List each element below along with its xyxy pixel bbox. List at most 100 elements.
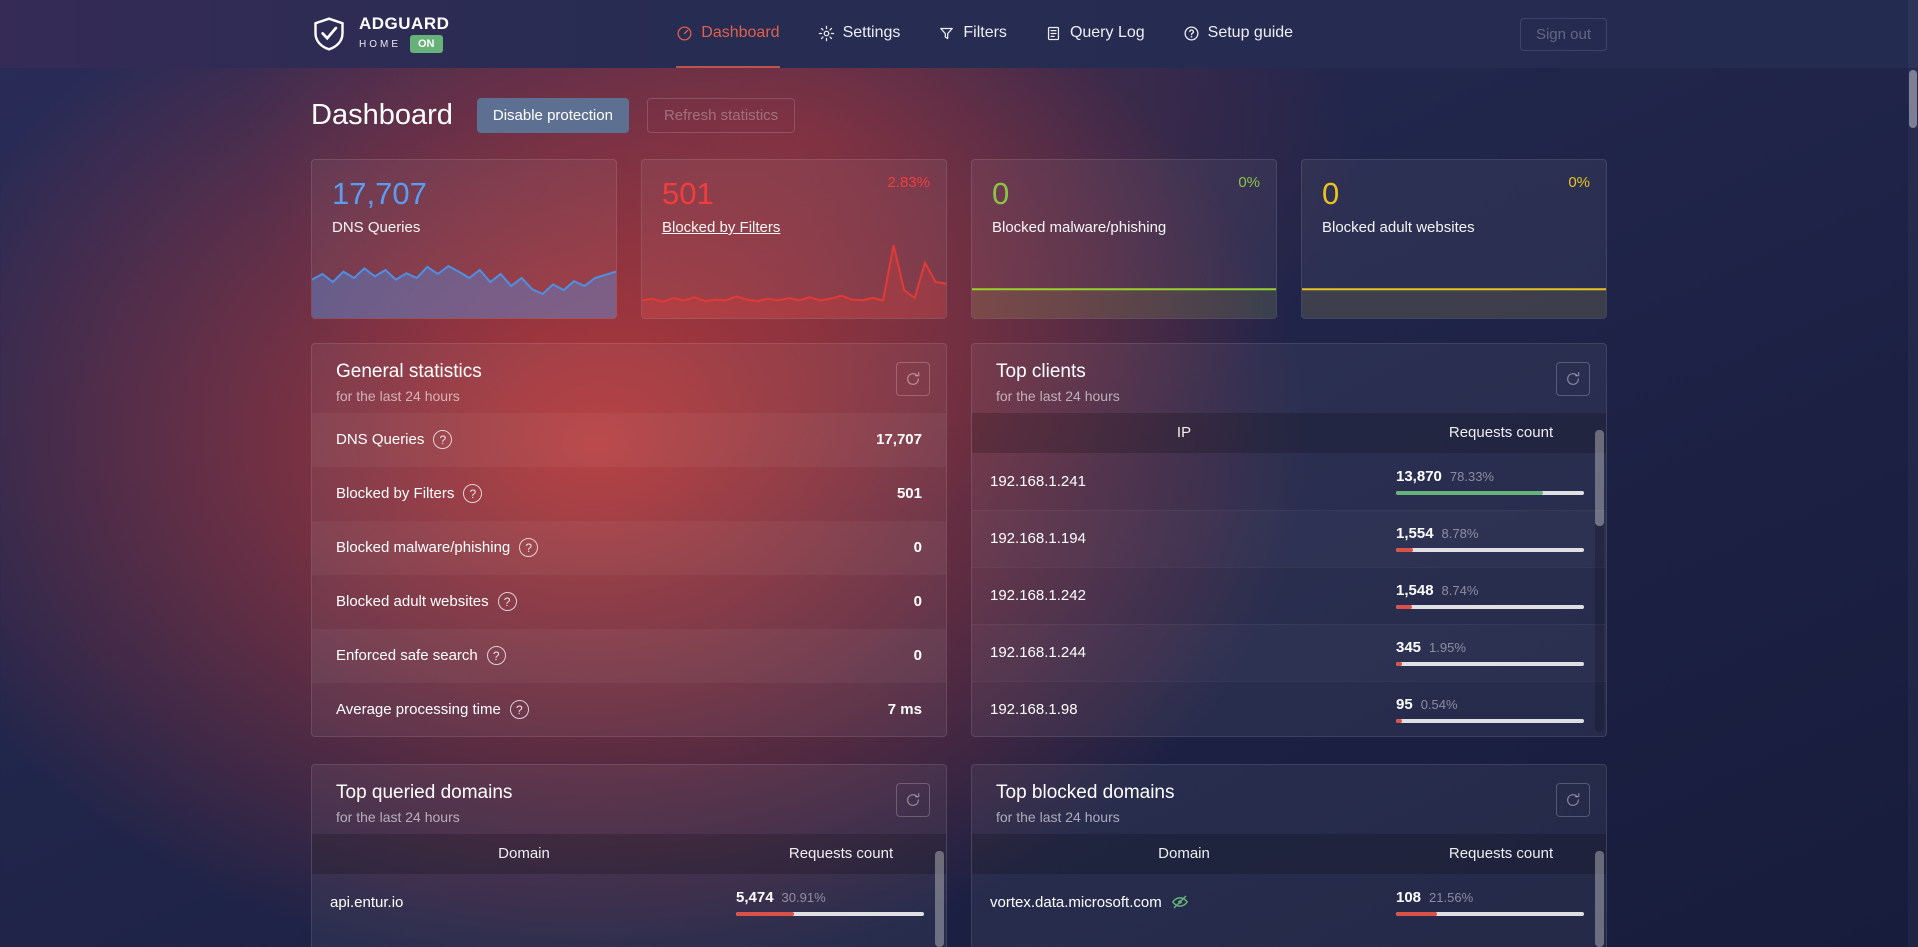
progress-bar [1396,662,1584,667]
column-header-requests-count: Requests count [788,845,894,863]
sparkline-line [642,245,946,302]
card-scrollbar[interactable] [1595,851,1604,947]
nav-setup-guide[interactable]: Setup guide [1183,0,1293,68]
requests-count-cell: 345 1.95% [1396,639,1606,667]
table-header: IP Requests count [972,412,1606,453]
brand: ADGUARD HOME ON [311,13,450,54]
refresh-icon [905,792,921,808]
request-count: 108 [1396,888,1422,906]
request-percent: 30.91% [781,889,826,905]
stat-row-label: Average processing time? [336,700,529,720]
page-scrollbar-thumb[interactable] [1909,70,1917,128]
settings-gear-icon [818,25,835,42]
column-header-ip: IP [1176,424,1192,442]
refresh-icon [1565,792,1581,808]
disable-protection-button[interactable]: Disable protection [476,98,629,133]
general-statistics-rows: DNS Queries? 17,707 Blocked by Filters? 501… [312,412,946,736]
requests-count-cell: 1,554 8.78% [1396,525,1606,553]
card-scrollbar[interactable] [935,851,944,947]
help-icon[interactable]: ? [519,538,539,558]
sparkline-fill [972,289,1276,318]
brand-text: ADGUARD HOME ON [359,13,450,54]
refresh-icon [1565,371,1581,387]
refresh-card-button[interactable] [1556,362,1590,396]
help-icon[interactable]: ? [486,646,506,666]
stat-row-label: Enforced safe search? [336,646,506,666]
column-header-requests-count: Requests count [1448,424,1554,442]
protection-status-badge: ON [410,35,443,54]
nav-dashboard[interactable]: Dashboard [676,0,780,68]
stat-label: DNS Queries [332,219,421,236]
eye-off-icon [1171,893,1189,911]
dns-queries-sparkline [312,238,616,318]
scrollbar-thumb[interactable] [1595,851,1604,947]
client-ip: 192.168.1.241 [990,472,1086,490]
refresh-statistics-button[interactable]: Refresh statistics [646,98,796,133]
table-row: 192.168.1.242 1,548 8.74% [972,566,1606,624]
card-subtitle: for the last 24 hours [996,387,1120,404]
sparkline-line [312,266,616,294]
brand-subtitle: HOME [359,38,401,50]
general-statistics-card: General statistics for the last 24 hours… [311,343,947,737]
blocked-by-filters-sparkline [642,238,946,318]
help-icon[interactable]: ? [433,430,453,450]
table-row: vortex.data.microsoft.com 108 21.56% [972,874,1606,931]
refresh-card-button[interactable] [896,783,930,817]
stat-row-value: 17,707 [876,431,922,449]
scrollbar-thumb[interactable] [935,851,944,947]
stat-value: 501 [662,176,714,211]
progress-bar [736,911,924,916]
request-percent: 21.56% [1429,889,1474,905]
card-title: Top blocked domains [996,782,1175,803]
nav-filters[interactable]: Filters [938,0,1007,68]
help-icon[interactable]: ? [463,484,483,504]
request-percent: 78.33% [1449,468,1494,484]
blocked-adult-sparkline [1302,238,1606,318]
stat-row-value: 0 [913,593,922,611]
top-clients-card: Top clients for the last 24 hours IP Req… [971,343,1607,737]
stat-percent: 2.83% [887,174,930,191]
table-row: Blocked by Filters? 501 [312,467,946,521]
sparkline-fill [1302,289,1606,318]
column-header-domain: Domain [1158,845,1210,863]
card-scrollbar[interactable] [1595,430,1604,732]
refresh-card-button[interactable] [1556,783,1590,817]
request-count: 1,548 [1396,582,1434,600]
requests-count-cell: 1,548 8.74% [1396,582,1606,610]
table-row: 192.168.1.241 13,870 78.33% [972,453,1606,510]
table-row: 192.168.1.244 345 1.95% [972,623,1606,681]
nav-label: Filters [963,24,1007,41]
middle-cards-row: General statistics for the last 24 hours… [311,343,1607,737]
blocked-malware-sparkline [972,238,1276,318]
help-icon[interactable]: ? [509,700,529,720]
stat-row-label: Blocked by Filters? [336,484,483,504]
card-title: Top clients [996,361,1086,382]
top-queried-domains-card: Top queried domains for the last 24 hour… [311,764,947,947]
sign-out-button[interactable]: Sign out [1519,17,1607,51]
nav-settings[interactable]: Settings [818,0,900,68]
page-scrollbar[interactable] [1908,0,1918,947]
scrollbar-thumb[interactable] [1595,430,1604,526]
help-icon[interactable]: ? [497,592,517,612]
refresh-card-button[interactable] [896,362,930,396]
blocked-by-filters-link[interactable]: Blocked by Filters [662,219,781,236]
requests-count-cell: 95 0.54% [1396,696,1606,724]
stat-row-label: DNS Queries? [336,430,453,450]
table-row: DNS Queries? 17,707 [312,412,946,467]
domain-name: api.entur.io [330,893,404,911]
table-row: Blocked malware/phishing? 0 [312,520,946,575]
column-header-requests-count: Requests count [1448,845,1554,863]
table-row: 192.168.1.98 95 0.54% [972,680,1606,736]
stat-row-label: Blocked malware/phishing? [336,538,539,558]
request-count: 5,474 [736,888,774,906]
stat-label: Blocked malware/phishing [992,219,1167,236]
adguard-shield-logo-icon [311,16,347,52]
brand-name: ADGUARD [359,13,450,33]
progress-bar [1396,719,1584,724]
stat-row-value: 501 [896,485,922,503]
nav-query-log[interactable]: Query Log [1045,0,1145,68]
request-percent: 1.95% [1429,640,1466,656]
top-blocked-domains-card: Top blocked domains for the last 24 hour… [971,764,1607,947]
top-blocked-rows: vortex.data.microsoft.com 108 21.56% [972,874,1606,931]
table-row: api.entur.io 5,474 30.91% [312,874,946,931]
